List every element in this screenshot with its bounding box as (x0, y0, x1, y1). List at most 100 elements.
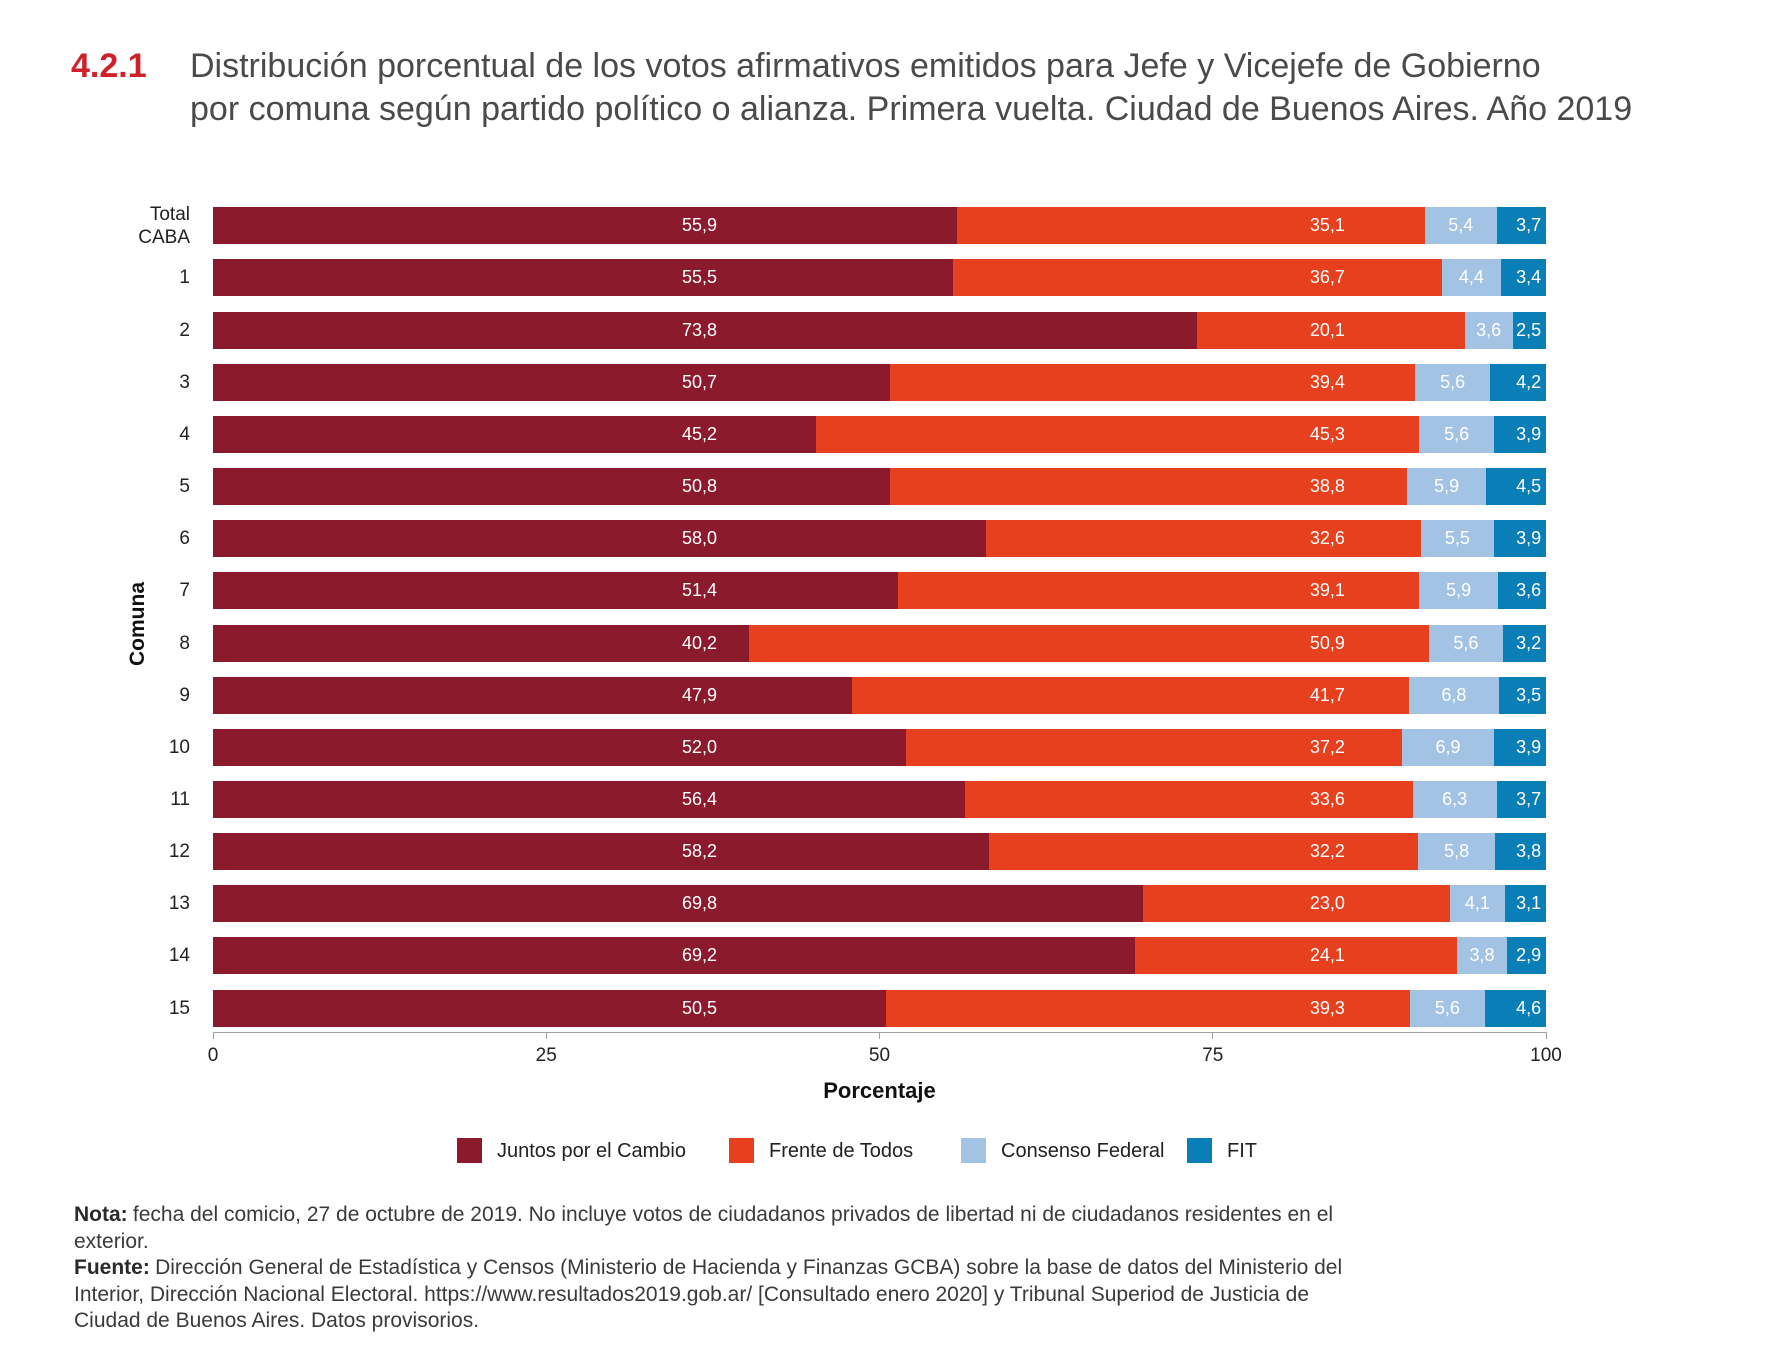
data-label-juntos-por-el-cambio: 50,8 (682, 476, 718, 497)
data-label-juntos-por-el-cambio: 45,2 (682, 423, 718, 444)
data-label-fit: 3,4 (1516, 267, 1542, 288)
source-text: Dirección General de Estadística y Censo… (155, 1256, 1343, 1279)
x-tick (1212, 1032, 1214, 1039)
data-label-juntos-por-el-cambio: 55,5 (682, 267, 718, 288)
x-axis-ticks: 0 25 50 75 100 (208, 0, 1562, 1110)
bar-rows: Total CABA 55,9 35,1 5,4 3,7 1 55,5 36,7 4,4 3,4 2… (138, 0, 1546, 1110)
figure-title-line-1: Distribución porcentual de los votos afi… (190, 47, 1541, 85)
bar-row: 6 58,0 32,6 5,5 3,9 (179, 520, 1546, 558)
bar-segment-juntos-por-el-cambio (213, 989, 887, 1027)
bar-row: 10 52,0 37,2 6,9 3,9 (169, 728, 1546, 766)
data-label-frente-de-todos: 33,6 (1309, 788, 1345, 809)
bar-segment-juntos-por-el-cambio (213, 207, 958, 245)
data-label-juntos-por-el-cambio: 69,2 (682, 945, 718, 966)
note-line: exterior. (74, 1229, 149, 1256)
bar-segment-consenso-federal (1419, 415, 1494, 453)
bar-segment-fit (1507, 937, 1546, 975)
bar-segment-frente-de-todos (890, 468, 1408, 506)
data-label-frente-de-todos: 24,1 (1309, 945, 1345, 966)
data-label-juntos-por-el-cambio: 51,4 (682, 580, 718, 601)
data-label-juntos-por-el-cambio: 73,8 (682, 319, 718, 340)
bar-segment-fit (1495, 833, 1546, 871)
bar-segment-frente-de-todos (957, 207, 1425, 245)
bar-row: 1 55,5 36,7 4,4 3,4 (179, 259, 1546, 297)
bar-row: 3 50,7 39,4 5,6 4,2 (179, 363, 1546, 401)
bar-segment-fit (1498, 572, 1546, 610)
bar-segment-juntos-por-el-cambio (213, 520, 987, 558)
bar-segment-frente-de-todos (886, 989, 1411, 1027)
bar-segment-consenso-federal (1410, 989, 1485, 1027)
data-label-fit: 4,5 (1516, 476, 1542, 497)
data-label-frente-de-todos: 32,6 (1309, 528, 1345, 549)
bar-row: 14 69,2 24,1 3,8 2,9 (169, 937, 1546, 975)
x-axis-title: Porcentaje (823, 1078, 936, 1103)
data-label-frente-de-todos: 39,3 (1309, 997, 1345, 1018)
data-label-fit: 3,9 (1516, 423, 1542, 444)
bar-row: 4 45,2 45,3 5,6 3,9 (179, 415, 1546, 453)
category-label: 2 (179, 319, 190, 341)
bar-segment-juntos-por-el-cambio (213, 728, 907, 766)
legend-label: Consenso Federal (1001, 1140, 1165, 1162)
plot-area: Total CABA 55,9 35,1 5,4 3,7 1 55,5 36,7 4,4 3,4 2… (138, 0, 1562, 1110)
bar-segment-consenso-federal (1464, 311, 1513, 349)
bar-segment-consenso-federal (1415, 363, 1490, 401)
category-label: 12 (168, 841, 190, 863)
x-tick (879, 1032, 880, 1039)
bar-row: 2 73,8 20,1 3,6 2,5 (179, 311, 1546, 349)
data-label-fit: 3,7 (1516, 788, 1542, 809)
bar-segment-juntos-por-el-cambio (213, 363, 890, 401)
bar-segment-consenso-federal (1412, 780, 1497, 818)
data-label-frente-de-todos: 39,1 (1309, 580, 1345, 601)
bar-segment-fit (1484, 989, 1546, 1027)
legend-item-frente-de-todos: Frente de Todos (729, 1138, 969, 1164)
data-label-fit: 3,8 (1516, 841, 1542, 862)
bar-segment-consenso-federal (1428, 624, 1504, 662)
bar-segment-fit (1512, 311, 1546, 349)
bar-segment-juntos-por-el-cambio (213, 415, 816, 453)
category-label: 4 (179, 423, 190, 445)
legend-swatch (961, 1138, 986, 1163)
bar-segment-frente-de-todos (952, 259, 1443, 297)
category-label: 7 (179, 580, 190, 602)
bar-segment-frente-de-todos (749, 624, 1429, 662)
legend-label: FIT (1227, 1140, 1257, 1162)
bar-segment-consenso-federal (1442, 259, 1501, 297)
note-text: exterior. (74, 1229, 149, 1253)
source-text: Interior, Dirección Nacional Electoral. … (74, 1282, 1310, 1306)
data-label-consenso-federal: 4,1 (1464, 893, 1490, 914)
figure-title: Distribución porcentual de los votos afi… (190, 45, 1632, 131)
data-label-fit: 3,6 (1516, 580, 1542, 601)
data-label-juntos-por-el-cambio: 47,9 (682, 684, 718, 705)
bar-segment-juntos-por-el-cambio (213, 259, 953, 297)
data-label-fit: 3,7 (1516, 215, 1542, 236)
data-label-fit: 3,2 (1516, 632, 1542, 653)
bar-segment-fit (1494, 520, 1546, 558)
bar-segment-consenso-federal (1418, 833, 1496, 871)
x-tick-label: 50 (868, 1045, 891, 1066)
legend-swatch (457, 1138, 482, 1163)
data-label-frente-de-todos: 35,1 (1309, 215, 1345, 236)
bar-segment-fit (1494, 728, 1546, 766)
data-label-frente-de-todos: 39,4 (1309, 371, 1345, 392)
bar-row: 11 56,4 33,6 6,3 3,7 (170, 780, 1546, 818)
bar-segment-consenso-federal (1456, 937, 1508, 975)
bar-segment-juntos-por-el-cambio (213, 311, 1197, 349)
bar-segment-frente-de-todos (988, 833, 1419, 871)
data-label-fit: 2,9 (1516, 945, 1542, 966)
legend-item-juntos-por-el-cambio: Juntos por el Cambio (457, 1138, 697, 1164)
bar-segment-consenso-federal (1407, 468, 1486, 506)
data-label-consenso-federal: 5,9 (1434, 476, 1460, 497)
bar-segment-fit (1496, 780, 1546, 818)
data-label-juntos-por-el-cambio: 50,5 (682, 997, 718, 1018)
data-label-consenso-federal: 5,6 (1440, 371, 1466, 392)
bar-segment-juntos-por-el-cambio (213, 885, 1144, 923)
category-label: 6 (179, 528, 190, 550)
category-label: 10 (168, 736, 190, 758)
data-label-frente-de-todos: 38,8 (1309, 476, 1345, 497)
bar-segment-fit (1504, 885, 1546, 923)
data-label-frente-de-todos: 37,2 (1309, 736, 1345, 757)
bar-segment-frente-de-todos (986, 520, 1421, 558)
x-tick-label: 75 (1202, 1045, 1224, 1066)
figure-number: 4.2.1 (71, 47, 147, 85)
bar-segment-juntos-por-el-cambio (213, 468, 891, 506)
